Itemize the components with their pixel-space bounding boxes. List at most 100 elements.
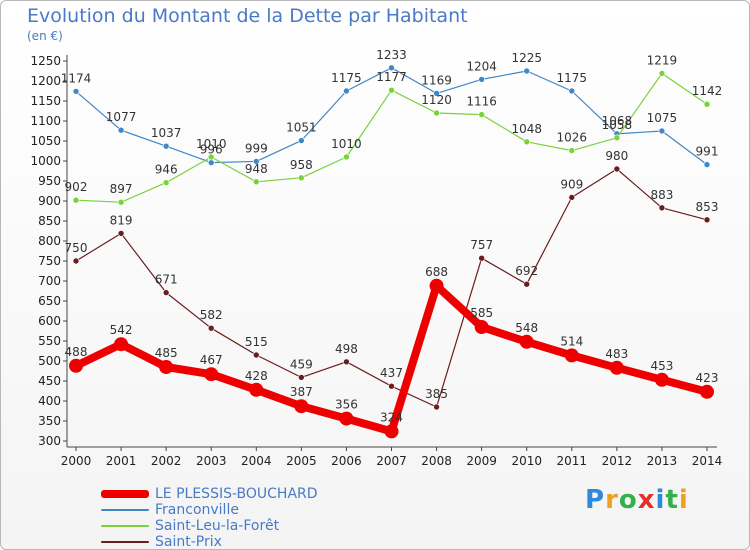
data-point <box>294 399 309 414</box>
y-tick-label: 1200 <box>30 74 61 88</box>
data-point <box>478 76 485 83</box>
data-label: 996 <box>200 143 223 157</box>
data-point <box>339 411 354 426</box>
data-label: 1175 <box>331 71 362 85</box>
data-point <box>703 216 711 224</box>
chart-title: Evolution du Montant de la Dette par Hab… <box>27 5 468 27</box>
data-point <box>429 278 444 293</box>
x-tick-label: 2010 <box>511 454 542 468</box>
data-point <box>388 86 395 94</box>
data-label: 883 <box>650 188 673 202</box>
data-point <box>72 88 80 95</box>
data-point <box>523 138 531 146</box>
data-label: 483 <box>605 347 628 361</box>
data-point <box>433 90 440 97</box>
data-point <box>478 111 485 118</box>
brand-letter: i <box>678 485 689 515</box>
x-tick-label: 2008 <box>421 454 452 468</box>
x-tick-label: 2014 <box>692 454 723 468</box>
data-label: 1204 <box>466 59 497 73</box>
data-point <box>700 384 714 399</box>
data-label: 1233 <box>376 48 407 62</box>
data-label: 1116 <box>466 95 497 109</box>
x-tick-label: 2001 <box>106 454 137 468</box>
data-label: 1120 <box>421 93 452 107</box>
y-tick-label: 850 <box>38 214 61 228</box>
data-point <box>298 374 305 381</box>
y-tick-label: 1100 <box>30 114 61 128</box>
data-label: 514 <box>560 334 583 348</box>
data-label: 999 <box>245 141 268 155</box>
y-tick-label: 1050 <box>30 134 61 148</box>
data-label: 688 <box>425 265 448 279</box>
data-label: 991 <box>696 145 719 159</box>
y-tick-label: 800 <box>38 234 61 248</box>
data-point <box>523 280 531 288</box>
data-label: 946 <box>155 163 178 177</box>
data-point <box>162 142 170 150</box>
x-tick-label: 2006 <box>331 454 362 468</box>
x-tick-label: 2004 <box>241 454 272 468</box>
data-label: 548 <box>515 321 538 335</box>
unit-label: (en €) <box>27 29 63 43</box>
data-point <box>654 372 669 387</box>
data-label: 902 <box>65 180 88 194</box>
data-label: 324 <box>380 410 403 424</box>
brand-letter: o <box>618 485 638 515</box>
data-point <box>117 230 125 237</box>
data-label: 1058 <box>602 118 633 132</box>
data-label: 385 <box>425 387 448 401</box>
y-tick-label: 1000 <box>30 154 61 168</box>
data-label: 1219 <box>647 53 678 67</box>
y-tick-label: 700 <box>38 274 61 288</box>
data-point <box>523 67 531 75</box>
data-label: 1037 <box>151 126 182 140</box>
data-label: 515 <box>245 335 268 349</box>
data-point <box>343 153 350 161</box>
series-lines <box>69 64 714 439</box>
data-label: 1075 <box>647 111 678 125</box>
data-point <box>478 254 485 262</box>
data-label: 459 <box>290 357 313 371</box>
data-point <box>298 174 305 182</box>
data-label: 980 <box>605 149 628 163</box>
data-point <box>519 334 534 349</box>
x-tick-label: 2007 <box>376 454 407 468</box>
data-label: 1142 <box>692 84 723 98</box>
data-label: 757 <box>470 238 493 252</box>
data-point <box>568 87 576 95</box>
y-tick-label: 500 <box>38 354 61 368</box>
data-point <box>609 360 624 375</box>
data-point <box>433 109 440 117</box>
y-tick-label: 300 <box>38 434 61 448</box>
data-labels: 1174 1077 1037 996 999 1051 1175 1233 1169 1204 12… <box>61 48 723 425</box>
data-label: 1175 <box>557 71 588 85</box>
legend-swatch <box>101 490 149 498</box>
data-point <box>388 64 395 72</box>
data-point <box>433 403 440 411</box>
data-point <box>568 147 576 154</box>
y-tick-label: 450 <box>38 374 61 388</box>
y-tick-label: 350 <box>38 414 61 428</box>
data-label: 1010 <box>331 137 362 151</box>
data-point <box>114 337 129 352</box>
data-label: 1169 <box>421 73 452 87</box>
data-label: 387 <box>290 385 313 399</box>
data-label: 1051 <box>286 121 317 135</box>
data-label: 542 <box>110 323 133 337</box>
data-point <box>207 153 215 161</box>
data-point <box>249 382 264 397</box>
data-point <box>207 159 215 166</box>
data-point <box>343 87 350 95</box>
brand-letter: t <box>665 485 679 515</box>
legend-swatch <box>101 541 149 543</box>
data-point <box>252 178 260 186</box>
data-point <box>159 360 174 374</box>
data-label: 1026 <box>557 131 588 145</box>
legend-swatch <box>101 509 149 511</box>
x-tick-label: 2013 <box>647 454 678 468</box>
x-tick-label: 2003 <box>196 454 227 468</box>
y-tick-label: 900 <box>38 194 61 208</box>
